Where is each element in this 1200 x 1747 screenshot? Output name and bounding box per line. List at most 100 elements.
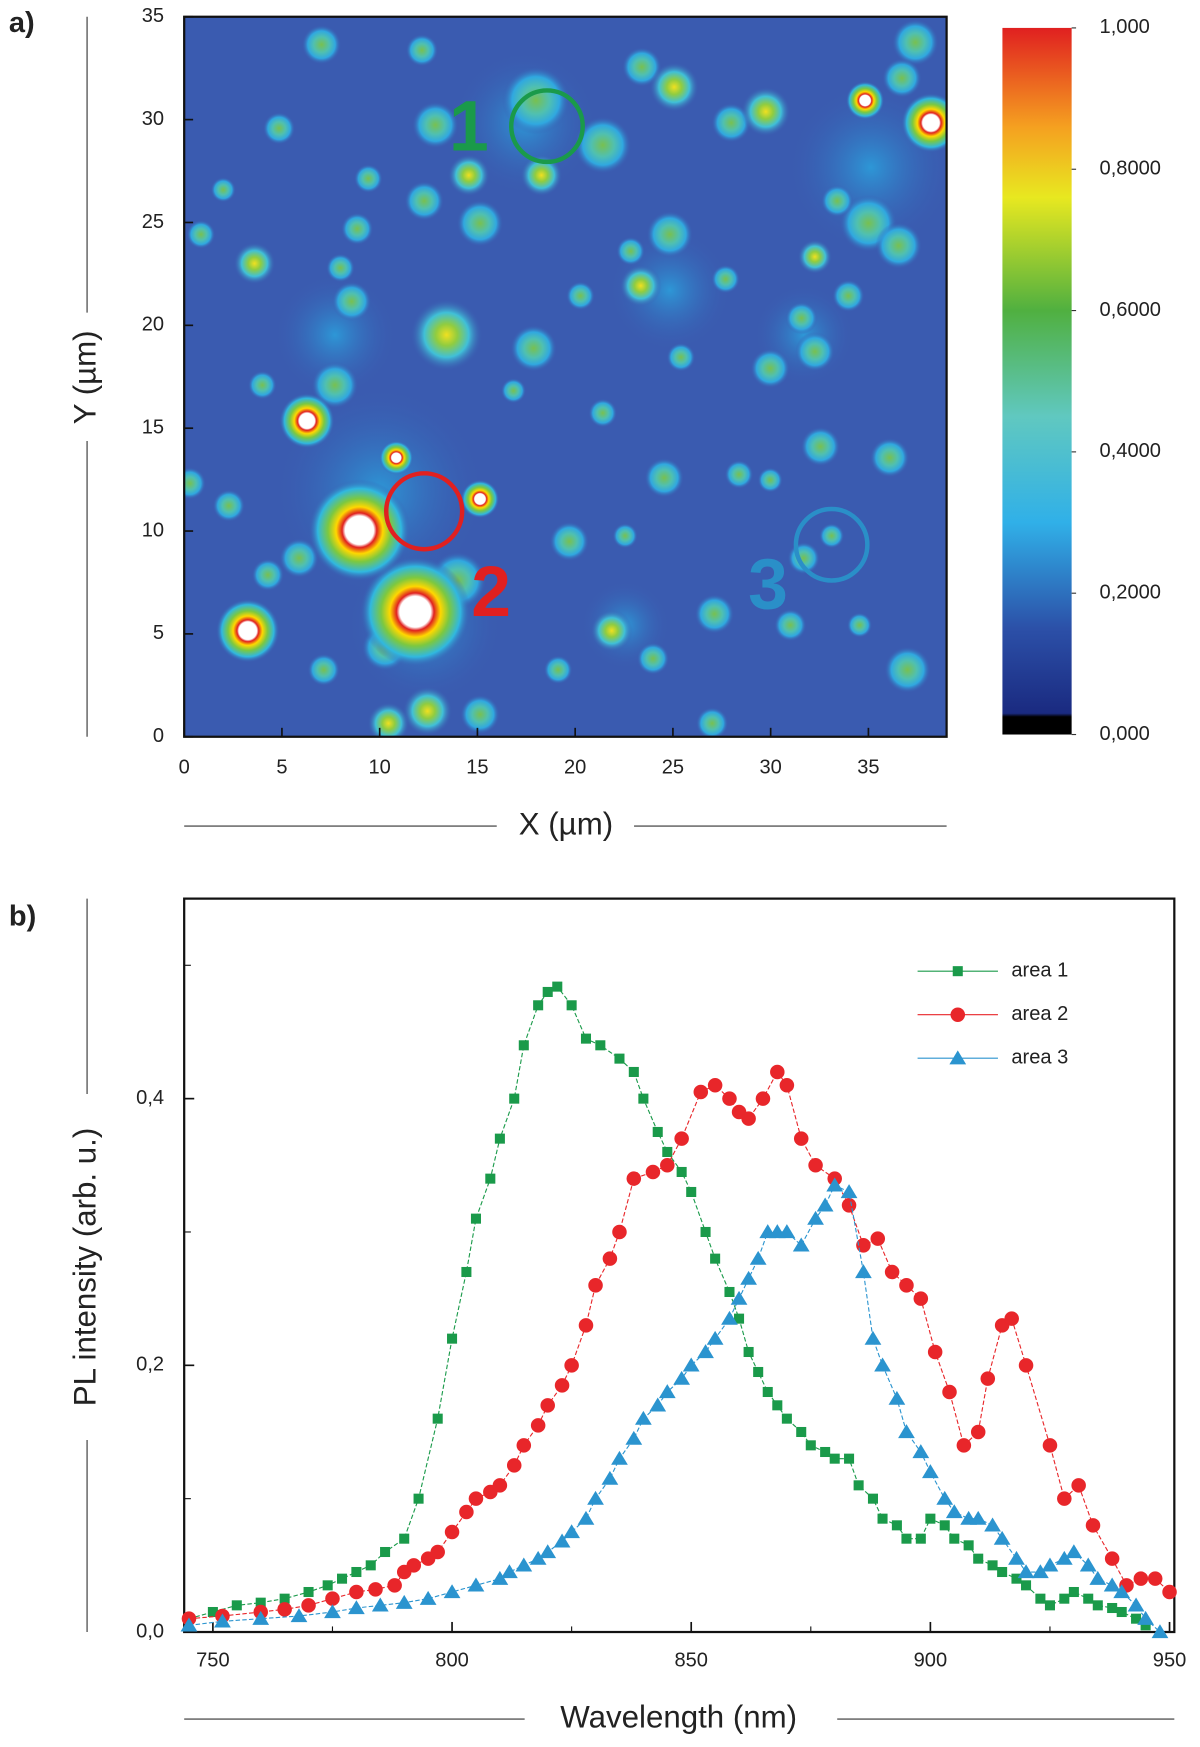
data-point [1011, 1573, 1022, 1584]
map-spot [847, 612, 873, 638]
data-point [365, 1560, 376, 1571]
map-spot [616, 236, 645, 266]
data-point [1008, 1550, 1025, 1565]
map-spot [412, 101, 459, 149]
map-spot [870, 438, 910, 478]
data-point [371, 1597, 389, 1612]
data-point [753, 1366, 764, 1378]
data-point [602, 1251, 618, 1266]
map-spot [447, 154, 490, 197]
colorbar-tick-label: 0,4000 [1100, 440, 1161, 462]
data-point [348, 1600, 365, 1615]
annotation-circle [509, 88, 585, 165]
map-spot [619, 264, 662, 307]
panel-label: b) [9, 900, 36, 932]
data-point [1131, 1613, 1142, 1624]
data-point [864, 1330, 882, 1345]
data-point [530, 1418, 546, 1433]
map-spot [279, 538, 319, 578]
data-point [252, 1610, 270, 1625]
data-point [349, 1584, 364, 1600]
data-point [808, 1158, 823, 1173]
data-point [722, 1091, 737, 1106]
data-point [540, 1398, 555, 1413]
data-point [645, 1164, 661, 1180]
data-point [255, 1597, 266, 1608]
map-spot [549, 521, 589, 562]
data-point [741, 1111, 756, 1126]
data-point [1127, 1597, 1145, 1612]
map-spot [460, 694, 500, 735]
data-point [674, 1131, 689, 1146]
data-point [662, 1146, 673, 1157]
data-point [888, 1390, 906, 1405]
data-point [867, 1493, 879, 1504]
map-spot [251, 558, 284, 591]
map-spot [520, 154, 563, 197]
map-spot [819, 523, 845, 549]
x-tick-label: 15 [466, 756, 488, 778]
map-spot [901, 93, 947, 153]
data-point [730, 1290, 748, 1305]
y-tick-label: 0 [153, 725, 164, 747]
x-tick-label: 0 [179, 756, 190, 778]
map-spot [212, 489, 245, 522]
data-point [706, 1330, 724, 1345]
data-point [406, 1558, 422, 1573]
annotation-label: 1 [449, 87, 489, 167]
data-point [529, 1550, 547, 1565]
data-point [1147, 1571, 1163, 1586]
data-point [820, 1446, 831, 1458]
data-point [805, 1440, 816, 1451]
data-point [686, 1186, 697, 1197]
data-point [290, 1608, 308, 1623]
data-point [922, 1464, 939, 1479]
legend-marker [950, 1007, 966, 1022]
data-point [936, 1490, 954, 1505]
data-point [1089, 1570, 1107, 1585]
data-point [1071, 1478, 1086, 1493]
map-spot [821, 184, 854, 218]
data-point [899, 1278, 914, 1293]
x-tick-label: 950 [1153, 1649, 1187, 1671]
data-point [660, 1158, 675, 1173]
data-point [915, 1533, 926, 1544]
data-point [563, 1524, 581, 1539]
data-point [1107, 1602, 1118, 1614]
map-spot [341, 212, 374, 245]
map-spot [875, 222, 922, 269]
map-spot [233, 242, 276, 285]
data-point [1068, 1586, 1079, 1598]
data-point [626, 1171, 642, 1186]
map-spot [184, 467, 206, 500]
data-point [539, 1544, 557, 1559]
data-point [614, 1053, 625, 1064]
map-spot [308, 479, 411, 582]
map-spots [184, 19, 947, 737]
data-point [612, 1224, 627, 1240]
data-point [1116, 1606, 1127, 1618]
map-spot [622, 47, 662, 87]
colorbar-tick-label: 1,000 [1100, 16, 1150, 38]
data-point [673, 1370, 691, 1385]
data-point [877, 1513, 888, 1524]
data-point [700, 1226, 711, 1238]
data-point [430, 1544, 445, 1560]
data-point [901, 1533, 912, 1544]
colorbar-tick-label: 0,6000 [1100, 299, 1161, 321]
map-spot [311, 361, 359, 409]
data-point [1137, 1610, 1154, 1625]
data-point [1021, 1580, 1032, 1591]
map-spot [500, 378, 526, 404]
data-point [625, 1430, 643, 1445]
data-point [1104, 1551, 1120, 1566]
data-point [969, 1510, 987, 1525]
data-point [470, 1213, 481, 1224]
legend-marker [949, 1050, 967, 1065]
data-point [279, 1593, 290, 1604]
map-spot [785, 302, 818, 335]
map-spot [846, 81, 885, 120]
data-point [980, 1371, 996, 1386]
data-point [1018, 1358, 1034, 1373]
